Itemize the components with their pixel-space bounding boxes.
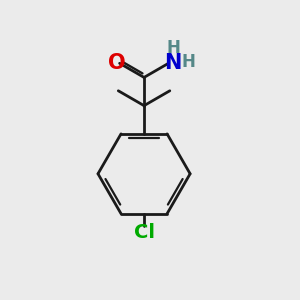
Text: H: H	[182, 53, 196, 71]
Text: N: N	[164, 53, 182, 73]
Text: Cl: Cl	[134, 223, 154, 242]
Text: O: O	[108, 53, 126, 73]
Text: H: H	[166, 39, 180, 57]
